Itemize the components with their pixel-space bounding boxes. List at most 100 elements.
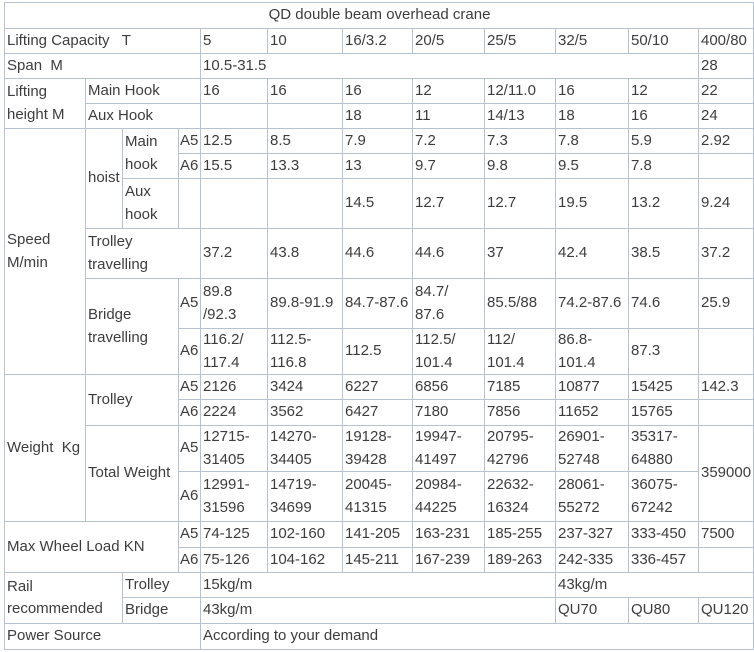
table-row: Span M 10.5-31.5 28: [4, 53, 754, 79]
value-cell: 74.6: [628, 278, 699, 329]
rail-bridge-label: Bridge: [122, 597, 201, 624]
value-cell: 16: [200, 78, 268, 104]
value-cell: 7.9: [342, 128, 413, 154]
value-cell: 19128- 39428: [342, 425, 413, 472]
speed-main-hook-label: Main hook: [122, 128, 179, 179]
value-cell: 13.3: [267, 153, 343, 179]
value-cell: 104-162: [267, 547, 343, 573]
value-cell: 3424: [267, 374, 343, 400]
value-cell: QU80: [628, 597, 699, 624]
value-cell: 84.7/ 87.6: [412, 278, 485, 329]
value-cell: 15kg/m: [200, 572, 556, 598]
value-cell: 7500: [697, 521, 754, 548]
grade-cell-empty: [178, 178, 201, 229]
value-cell: 75-126: [200, 547, 268, 573]
value-cell: [697, 328, 754, 375]
value-cell: 87.3: [628, 328, 699, 375]
value-cell: 85.5/88: [484, 278, 556, 329]
table-row: Bridge 43kg/m QU70 QU80 QU120: [5, 597, 754, 624]
value-cell: 20984- 44225: [412, 471, 485, 522]
value-cell: 7185: [484, 374, 556, 400]
value-cell: 19947- 41497: [412, 425, 485, 472]
bridge-travelling-label: Bridge travelling: [85, 278, 179, 375]
lifting-height-label: Lifting height M: [4, 78, 86, 129]
value-cell: 237-327: [555, 521, 629, 548]
table-row: Aux Hook 18 11 14/13 18 16 24: [5, 103, 754, 129]
value-cell: 37: [484, 228, 556, 279]
value-cell: 44.6: [412, 228, 485, 279]
grade-cell: A6: [178, 153, 201, 179]
value-cell: 18: [342, 103, 413, 129]
value-cell: 38.5: [628, 228, 699, 279]
value-cell: 112.5/ 101.4: [412, 328, 485, 375]
value-cell: 359000: [697, 425, 754, 522]
value-cell: 37.2: [697, 228, 754, 279]
value-cell: 9.8: [484, 153, 556, 179]
value-cell: 16: [267, 78, 343, 104]
value-cell: 20045- 41315: [342, 471, 413, 522]
value-cell: 15765: [628, 399, 699, 426]
value-cell: 9.24: [697, 178, 754, 229]
value-cell: 167-239: [412, 547, 485, 573]
value-cell: 26901- 52748: [555, 425, 629, 472]
value-cell: 14270- 34405: [267, 425, 343, 472]
table-row: Speed M/min hoist Main hook A5 12.5 8.5 …: [4, 128, 754, 375]
grade-cell: A5: [178, 278, 201, 329]
value-cell: 89.8 /92.3: [200, 278, 268, 329]
total-weight-label: Total Weight: [85, 425, 179, 522]
value-cell: 12: [412, 78, 485, 104]
grade-cell: A6: [178, 471, 201, 522]
value-cell: 145-211: [342, 547, 413, 573]
span-label: Span M: [4, 53, 201, 79]
table-row: A6 15.5 13.3 13 9.7 9.8 9.5 7.8: [5, 153, 754, 179]
value-cell: 142.3: [697, 374, 754, 400]
value-cell: 7.8: [628, 153, 699, 179]
value-cell: 6227: [342, 374, 413, 400]
value-cell: 74.2-87.6: [555, 278, 629, 329]
value-cell: 3562: [267, 399, 343, 426]
value-cell: 16: [555, 78, 629, 104]
grade-cell: A6: [178, 328, 201, 375]
capacity-col-header: 400/80: [697, 28, 754, 54]
capacity-col-header: 5: [200, 28, 268, 54]
speed-section-label: Speed M/min: [4, 128, 86, 375]
value-cell: 43kg/m: [554, 572, 754, 598]
capacity-col-header: 20/5: [412, 28, 485, 54]
table-row: Max Wheel Load KN A5 74-125 102-160 141-…: [4, 521, 754, 573]
value-cell: 7180: [412, 399, 485, 426]
table-row: Total Weight A5 12715- 31405 14270- 3440…: [5, 425, 754, 522]
value-cell: 16: [342, 78, 413, 104]
value-cell: 16: [628, 103, 699, 129]
span-value-last: 28: [697, 53, 754, 79]
value-cell: 116.2/ 117.4: [200, 328, 268, 375]
trolley-travelling-label: Trolley travelling: [85, 228, 201, 279]
weight-trolley-label: Trolley: [85, 374, 179, 426]
value-cell: 6856: [412, 374, 485, 400]
table-row: Rail recommended Trolley 15kg/m 43kg/m: [4, 572, 754, 624]
value-cell: 9.7: [412, 153, 485, 179]
value-cell: 43.8: [267, 228, 343, 279]
grade-cell: A5: [178, 374, 201, 400]
value-cell: 11652: [555, 399, 629, 426]
value-cell: 7.8: [555, 128, 629, 154]
value-cell: 15.5: [200, 153, 268, 179]
value-cell: 20795- 42796: [484, 425, 556, 472]
value-cell: [200, 178, 268, 229]
value-cell: 11: [412, 103, 485, 129]
value-cell: [267, 178, 343, 229]
value-cell: 112.5: [342, 328, 413, 375]
grade-cell: A6: [178, 547, 201, 573]
table-row: Bridge travelling A5 89.8 /92.3 89.8-91.…: [5, 278, 754, 375]
table-row: A6 12991- 31596 14719- 34699 20045- 4131…: [5, 471, 754, 522]
span-value-main: 10.5-31.5: [200, 53, 699, 79]
value-cell: 12/11.0: [484, 78, 556, 104]
value-cell: 22: [697, 78, 754, 104]
value-cell: 13.2: [628, 178, 699, 229]
value-cell: 84.7-87.6: [342, 278, 413, 329]
main-hook-label: Main Hook: [85, 78, 201, 104]
value-cell: [200, 103, 268, 129]
table-row: A6 2224 3562 6427 7180 7856 11652 15765: [5, 399, 754, 426]
rail-recommended-label: Rail recommended: [4, 572, 123, 624]
capacity-col-header: 50/10: [628, 28, 699, 54]
